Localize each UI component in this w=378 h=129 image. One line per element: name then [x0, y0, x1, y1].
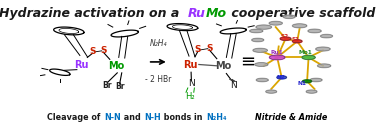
Text: bonds in: bonds in [161, 113, 206, 122]
Polygon shape [308, 29, 321, 33]
Polygon shape [318, 64, 331, 68]
Polygon shape [266, 90, 277, 93]
Polygon shape [321, 34, 333, 38]
Text: S: S [195, 45, 201, 54]
Text: and: and [121, 113, 144, 122]
Polygon shape [252, 38, 264, 42]
Text: H₂: H₂ [185, 92, 195, 101]
Polygon shape [316, 47, 330, 51]
Text: S2: S2 [280, 34, 289, 39]
Text: Cleavage of: Cleavage of [47, 113, 103, 122]
Text: N2: N2 [277, 75, 285, 80]
Text: Br: Br [115, 82, 124, 91]
Text: S: S [90, 47, 96, 56]
Text: S: S [100, 46, 107, 55]
Text: Nitride & Amide: Nitride & Amide [255, 113, 327, 122]
Polygon shape [255, 63, 268, 66]
Text: Mo: Mo [215, 61, 231, 71]
Polygon shape [310, 78, 322, 82]
Text: N: N [188, 79, 195, 88]
Text: N₂H₄: N₂H₄ [206, 113, 227, 122]
Polygon shape [256, 25, 271, 29]
Polygon shape [256, 78, 268, 82]
Text: N-H: N-H [144, 113, 161, 122]
Text: Mo1: Mo1 [299, 50, 313, 55]
Polygon shape [269, 21, 282, 25]
Text: N₂H₄: N₂H₄ [149, 39, 167, 48]
Polygon shape [283, 15, 295, 18]
Text: Ru: Ru [74, 59, 88, 70]
Text: S: S [206, 44, 212, 53]
Text: Hydrazine activation on a: Hydrazine activation on a [0, 7, 184, 20]
Polygon shape [302, 55, 315, 59]
Text: ≡: ≡ [240, 53, 255, 71]
Text: Mo: Mo [206, 7, 227, 20]
Text: Ru: Ru [187, 7, 206, 20]
Text: cooperative scaffold: cooperative scaffold [228, 7, 376, 20]
Text: N-N: N-N [104, 113, 121, 122]
Text: Mo: Mo [108, 61, 124, 71]
Polygon shape [270, 55, 285, 60]
Polygon shape [250, 29, 263, 33]
Polygon shape [303, 80, 311, 83]
Polygon shape [277, 76, 287, 79]
Polygon shape [293, 24, 307, 28]
Text: - 2 HBr: - 2 HBr [145, 75, 171, 84]
Text: N1: N1 [297, 81, 307, 86]
Polygon shape [293, 40, 302, 43]
Polygon shape [306, 90, 317, 93]
Text: Ru: Ru [183, 59, 198, 70]
Polygon shape [280, 37, 291, 40]
Text: Ru1: Ru1 [270, 50, 283, 55]
Polygon shape [253, 48, 267, 52]
Text: Br: Br [103, 81, 112, 90]
Text: S1: S1 [292, 38, 300, 42]
Text: N: N [230, 81, 237, 90]
